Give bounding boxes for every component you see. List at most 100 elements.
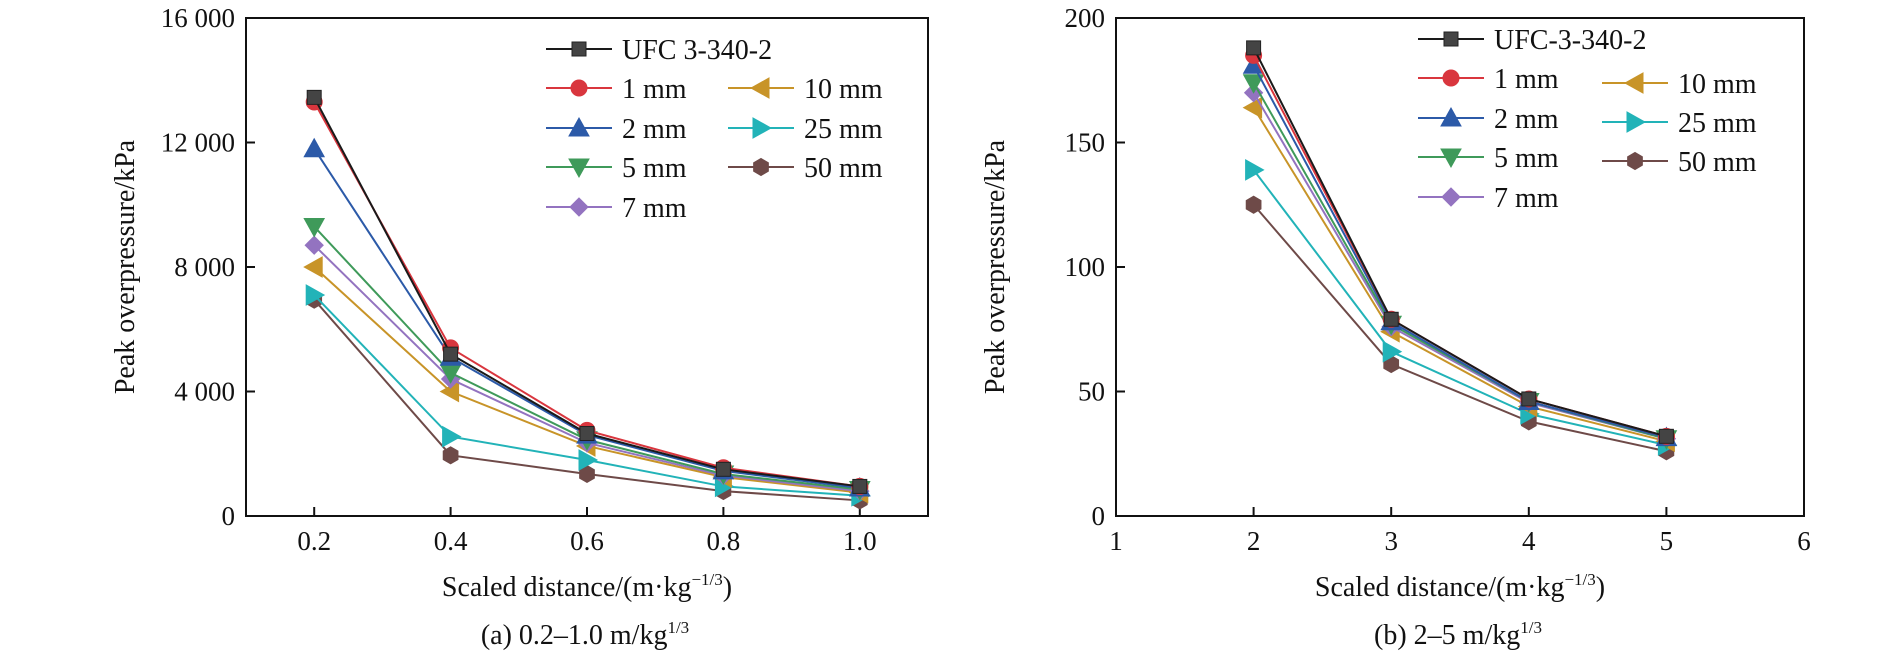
legend-marker bbox=[568, 116, 590, 137]
data-point bbox=[1245, 159, 1265, 181]
legend-marker bbox=[1442, 69, 1460, 87]
x-axis-label-superscript: −1/3 bbox=[691, 570, 722, 589]
data-point bbox=[303, 256, 323, 278]
legend-marker bbox=[1440, 148, 1462, 169]
data-point bbox=[1521, 391, 1537, 407]
legend-label: 50 mm bbox=[804, 153, 883, 184]
legend-label: 1 mm bbox=[1494, 64, 1559, 95]
y-axis-label: Peak overpressure/kPa bbox=[980, 139, 1011, 394]
x-tick-label: 1.0 bbox=[843, 526, 877, 556]
y-tick-label: 50 bbox=[1078, 377, 1105, 407]
y-tick-label: 8 000 bbox=[174, 252, 235, 282]
legend-item-5mm: 5 mm bbox=[546, 153, 687, 184]
y-tick-label: 0 bbox=[1092, 501, 1106, 531]
legend-label: UFC 3-340-2 bbox=[622, 35, 772, 66]
legend-marker bbox=[1626, 111, 1647, 133]
panel-caption-superscript: 1/3 bbox=[667, 618, 689, 637]
series-line bbox=[1252, 204, 1667, 453]
legend-item-50mm: 50 mm bbox=[728, 153, 883, 184]
legend-item-5mm: 5 mm bbox=[1418, 143, 1559, 174]
x-axis-label-end: ) bbox=[723, 572, 732, 603]
legend-marker bbox=[1623, 72, 1644, 94]
legend-label: 25 mm bbox=[1678, 108, 1757, 139]
legend-marker bbox=[1441, 187, 1461, 207]
series-line bbox=[1252, 92, 1667, 440]
legend-label: UFC-3-340-2 bbox=[1494, 25, 1646, 56]
series-line bbox=[1252, 54, 1667, 438]
legend-item-50mm: 50 mm bbox=[1602, 147, 1757, 178]
x-tick-label: 1 bbox=[1109, 526, 1123, 556]
data-point bbox=[1246, 40, 1262, 56]
legend-marker bbox=[568, 158, 590, 179]
legend-item-UFC: UFC-3-340-2 bbox=[1418, 25, 1646, 56]
legend-label: 7 mm bbox=[1494, 183, 1559, 214]
y-tick-label: 16 000 bbox=[161, 3, 235, 33]
y-tick-label: 150 bbox=[1065, 128, 1106, 158]
legend-label: 7 mm bbox=[622, 193, 687, 224]
x-axis-label: Scaled distance/(m·kg−1/3) bbox=[442, 570, 732, 603]
x-tick-label: 4 bbox=[1522, 526, 1536, 556]
legend-label: 5 mm bbox=[1494, 143, 1559, 174]
panel-caption: (b) 2–5 m/kg1/3 bbox=[1374, 618, 1542, 651]
data-point bbox=[1383, 311, 1399, 327]
y-tick-label: 4 000 bbox=[174, 377, 235, 407]
data-point bbox=[1382, 340, 1403, 363]
legend-item-7mm: 7 mm bbox=[546, 193, 687, 224]
data-point bbox=[442, 446, 459, 465]
data-point bbox=[715, 461, 731, 477]
series-UFC bbox=[1246, 40, 1674, 444]
y-tick-label: 12 000 bbox=[161, 128, 235, 158]
x-axis-label-superscript: −1/3 bbox=[1564, 570, 1595, 589]
legend-marker bbox=[1443, 31, 1459, 47]
data-point bbox=[303, 137, 326, 158]
legend-marker bbox=[749, 77, 770, 99]
series-line bbox=[1252, 169, 1667, 447]
series-UFC bbox=[306, 89, 868, 494]
data-point bbox=[303, 218, 326, 238]
series-line bbox=[1252, 107, 1667, 443]
legend-label: 2 mm bbox=[622, 114, 687, 145]
legend-marker bbox=[752, 117, 773, 139]
panel-caption-superscript: 1/3 bbox=[1520, 618, 1542, 637]
legend-marker bbox=[753, 157, 769, 177]
series-line bbox=[1252, 82, 1667, 440]
legend-label: 25 mm bbox=[804, 114, 883, 145]
legend-label: 1 mm bbox=[622, 74, 687, 105]
x-tick-label: 0.6 bbox=[570, 526, 604, 556]
legend-marker bbox=[1440, 106, 1462, 127]
legend-item-2mm: 2 mm bbox=[1418, 104, 1559, 135]
x-tick-label: 2 bbox=[1247, 526, 1261, 556]
legend-item-10mm: 10 mm bbox=[728, 74, 883, 105]
data-point bbox=[304, 235, 324, 255]
panel-caption-text: (b) 2–5 m/kg bbox=[1374, 620, 1520, 651]
data-point bbox=[852, 478, 868, 494]
x-axis-label-text: Scaled distance/(m·kg bbox=[442, 572, 692, 603]
legend-item-1mm: 1 mm bbox=[1418, 64, 1559, 95]
panel-caption-text: (a) 0.2–1.0 m/kg bbox=[481, 620, 668, 651]
data-point bbox=[578, 449, 599, 471]
x-tick-label: 0.8 bbox=[707, 526, 741, 556]
legend-label: 5 mm bbox=[622, 153, 687, 184]
legend-item-2mm: 2 mm bbox=[546, 114, 687, 145]
legend-item-UFC: UFC 3-340-2 bbox=[546, 35, 772, 66]
legend-marker bbox=[1627, 151, 1643, 171]
series-line bbox=[1252, 64, 1667, 439]
chart-panel-a: 0 4 000 8 000 12 000 16 000 0.2 0.4 0.6 0.8 1.0 Pe… bbox=[110, 3, 929, 651]
x-axis-label-end: ) bbox=[1596, 572, 1605, 603]
legend-item-10mm: 10 mm bbox=[1602, 69, 1757, 100]
legend-item-25mm: 25 mm bbox=[728, 114, 883, 145]
legend: UFC-3-340-2 1 mm 2 mm 5 mm 7 mm 10 mm 25 mm 50 … bbox=[1418, 25, 1757, 214]
x-axis-label-text: Scaled distance/(m·kg bbox=[1315, 572, 1565, 603]
data-point bbox=[1242, 74, 1265, 94]
legend-item-7mm: 7 mm bbox=[1418, 183, 1559, 214]
panel-caption: (a) 0.2–1.0 m/kg1/3 bbox=[481, 618, 689, 651]
legend: UFC 3-340-2 1 mm 2 mm 5 mm 7 mm 10 mm 25 mm 50 … bbox=[546, 35, 883, 224]
y-tick-label: 0 bbox=[222, 501, 236, 531]
x-tick-label: 3 bbox=[1384, 526, 1398, 556]
y-tick-label: 200 bbox=[1065, 3, 1106, 33]
legend-marker bbox=[571, 41, 587, 57]
legend-label: 2 mm bbox=[1494, 104, 1559, 135]
legend-label: 10 mm bbox=[804, 74, 883, 105]
data-point bbox=[442, 425, 462, 448]
